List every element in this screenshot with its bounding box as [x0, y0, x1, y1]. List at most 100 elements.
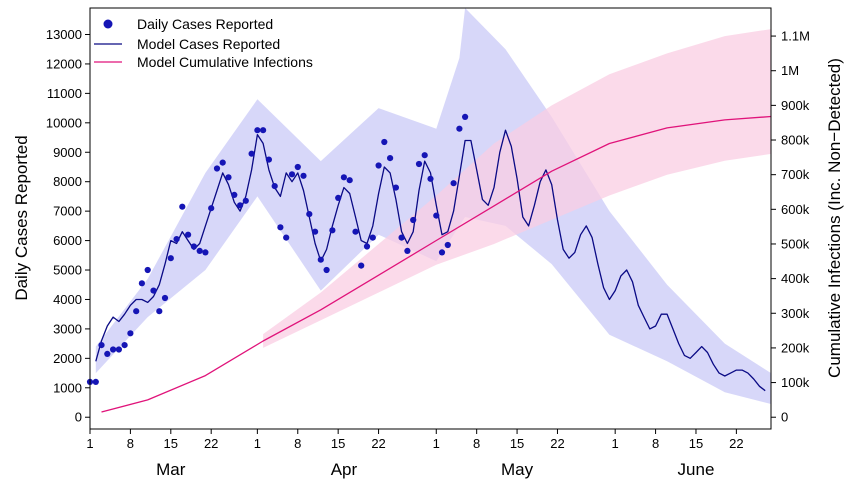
data-point-56: [410, 216, 417, 224]
y-left-tick-label-7: 7000: [53, 204, 82, 219]
y-left-tick-label-4: 4000: [53, 292, 82, 307]
y-left-tick-label-1: 1000: [53, 380, 82, 395]
data-point-60: [433, 212, 440, 219]
legend-label-model-line: Model Cases Reported: [137, 36, 280, 52]
x-tick-label-8: 1: [433, 436, 440, 451]
legend-marker-points: [103, 19, 113, 29]
series-lines: [95, 115, 771, 413]
axes: [89, 7, 772, 430]
data-point-49: [369, 234, 376, 241]
y-right-tick-label-5: 500k: [781, 236, 810, 251]
data-point-8: [133, 308, 140, 315]
y-right-tick-label-6: 600k: [781, 202, 810, 217]
data-point-28: [248, 150, 255, 157]
y-left-tick-label-9: 9000: [53, 145, 82, 160]
x-tick-label-3: 22: [204, 436, 218, 451]
data-point-62: [444, 241, 451, 249]
x-tick-label-10: 15: [510, 436, 524, 451]
x-tick-label-9: 8: [473, 436, 480, 451]
y-left-axis-label: Daily Cases Reported: [12, 135, 31, 300]
data-point-19: [196, 247, 203, 254]
data-point-16: [179, 203, 186, 210]
data-point-3: [104, 350, 111, 357]
x-tick-label-11: 22: [550, 436, 564, 451]
data-point-23: [219, 159, 226, 166]
x-tick-label-4: 1: [254, 436, 261, 451]
data-point-11: [150, 287, 157, 294]
data-point-40: [317, 256, 324, 263]
y-left-tick-label-10: 10000: [46, 115, 82, 130]
data-point-27: [242, 197, 249, 204]
y-left-axis-ticks: 0 1000 2000 3000 4000 5000 6000 7000 8000 9000 100…: [46, 27, 90, 425]
x-tick-label-14: 15: [689, 436, 703, 451]
data-point-14: [167, 255, 174, 262]
data-point-58: [421, 152, 428, 159]
data-point-39: [312, 228, 319, 235]
y-right-tick-label-10: 1M: [781, 63, 799, 78]
data-point-5: [115, 346, 122, 353]
data-point-41: [323, 266, 330, 274]
series-line-2: [101, 115, 771, 413]
data-point-48: [363, 243, 371, 250]
data-point-17: [185, 231, 192, 238]
data-point-52: [387, 155, 394, 162]
data-point-46: [352, 228, 359, 235]
data-point-44: [340, 174, 347, 181]
x-axis-month-labels: Mar Apr May June: [156, 460, 714, 479]
data-point-43: [335, 194, 342, 201]
x-tick-label-13: 8: [652, 436, 659, 451]
legend: Daily Cases Reported Model Cases Reporte…: [94, 16, 313, 70]
data-point-15: [173, 236, 180, 243]
x-tick-label-15: 22: [729, 436, 743, 451]
y-right-tick-label-11: 1.1M: [781, 29, 810, 44]
data-point-42: [329, 227, 336, 234]
data-point-18: [190, 243, 197, 250]
y-right-tick-label-9: 900k: [781, 98, 810, 113]
data-point-59: [427, 175, 434, 182]
data-point-32: [271, 183, 278, 190]
legend-label-points: Daily Cases Reported: [137, 16, 273, 32]
month-label-1: Apr: [331, 460, 358, 479]
data-point-34: [283, 234, 290, 241]
data-point-1: [92, 378, 99, 385]
data-point-54: [398, 234, 405, 241]
y-right-tick-label-8: 800k: [781, 133, 810, 148]
y-right-tick-label-2: 200k: [781, 340, 810, 355]
data-point-25: [231, 191, 238, 198]
data-point-55: [404, 247, 411, 254]
month-label-2: May: [501, 460, 534, 479]
x-tick-label-1: 8: [127, 436, 134, 451]
data-point-7: [127, 330, 134, 337]
data-point-50: [375, 162, 382, 169]
x-tick-label-12: 1: [612, 436, 619, 451]
y-left-tick-label-3: 3000: [53, 321, 82, 336]
x-tick-label-0: 1: [86, 436, 93, 451]
x-tick-label-2: 15: [164, 436, 178, 451]
data-point-31: [265, 156, 272, 163]
data-point-9: [138, 280, 145, 287]
data-point-33: [277, 224, 284, 231]
data-point-47: [358, 262, 365, 269]
x-axis-ticks: 1 8 15 22 1 8 15 22 1 8 15 22 1 8 15 22: [86, 429, 744, 451]
y-left-tick-label-5: 5000: [53, 263, 82, 278]
x-tick-label-6: 15: [331, 436, 345, 451]
y-left-tick-label-2: 2000: [53, 351, 82, 366]
y-left-tick-label-6: 6000: [53, 233, 82, 248]
data-point-12: [156, 308, 163, 315]
data-point-51: [381, 138, 388, 146]
y-left-tick-label-13: 13000: [46, 27, 82, 42]
data-point-2: [98, 342, 105, 349]
data-point-61: [438, 249, 446, 256]
month-label-0: Mar: [156, 460, 186, 479]
data-point-37: [300, 172, 307, 179]
x-tick-label-5: 8: [294, 436, 301, 451]
data-point-65: [462, 113, 469, 120]
observed-points: [86, 113, 469, 385]
data-point-26: [237, 202, 244, 209]
y-right-tick-label-1: 100k: [781, 375, 810, 390]
y-right-axis-label: Cumulative Infections (Inc. Non−Detected…: [825, 58, 844, 378]
month-label-3: June: [678, 460, 715, 479]
plot-frame: [89, 7, 772, 430]
data-point-63: [450, 180, 457, 187]
